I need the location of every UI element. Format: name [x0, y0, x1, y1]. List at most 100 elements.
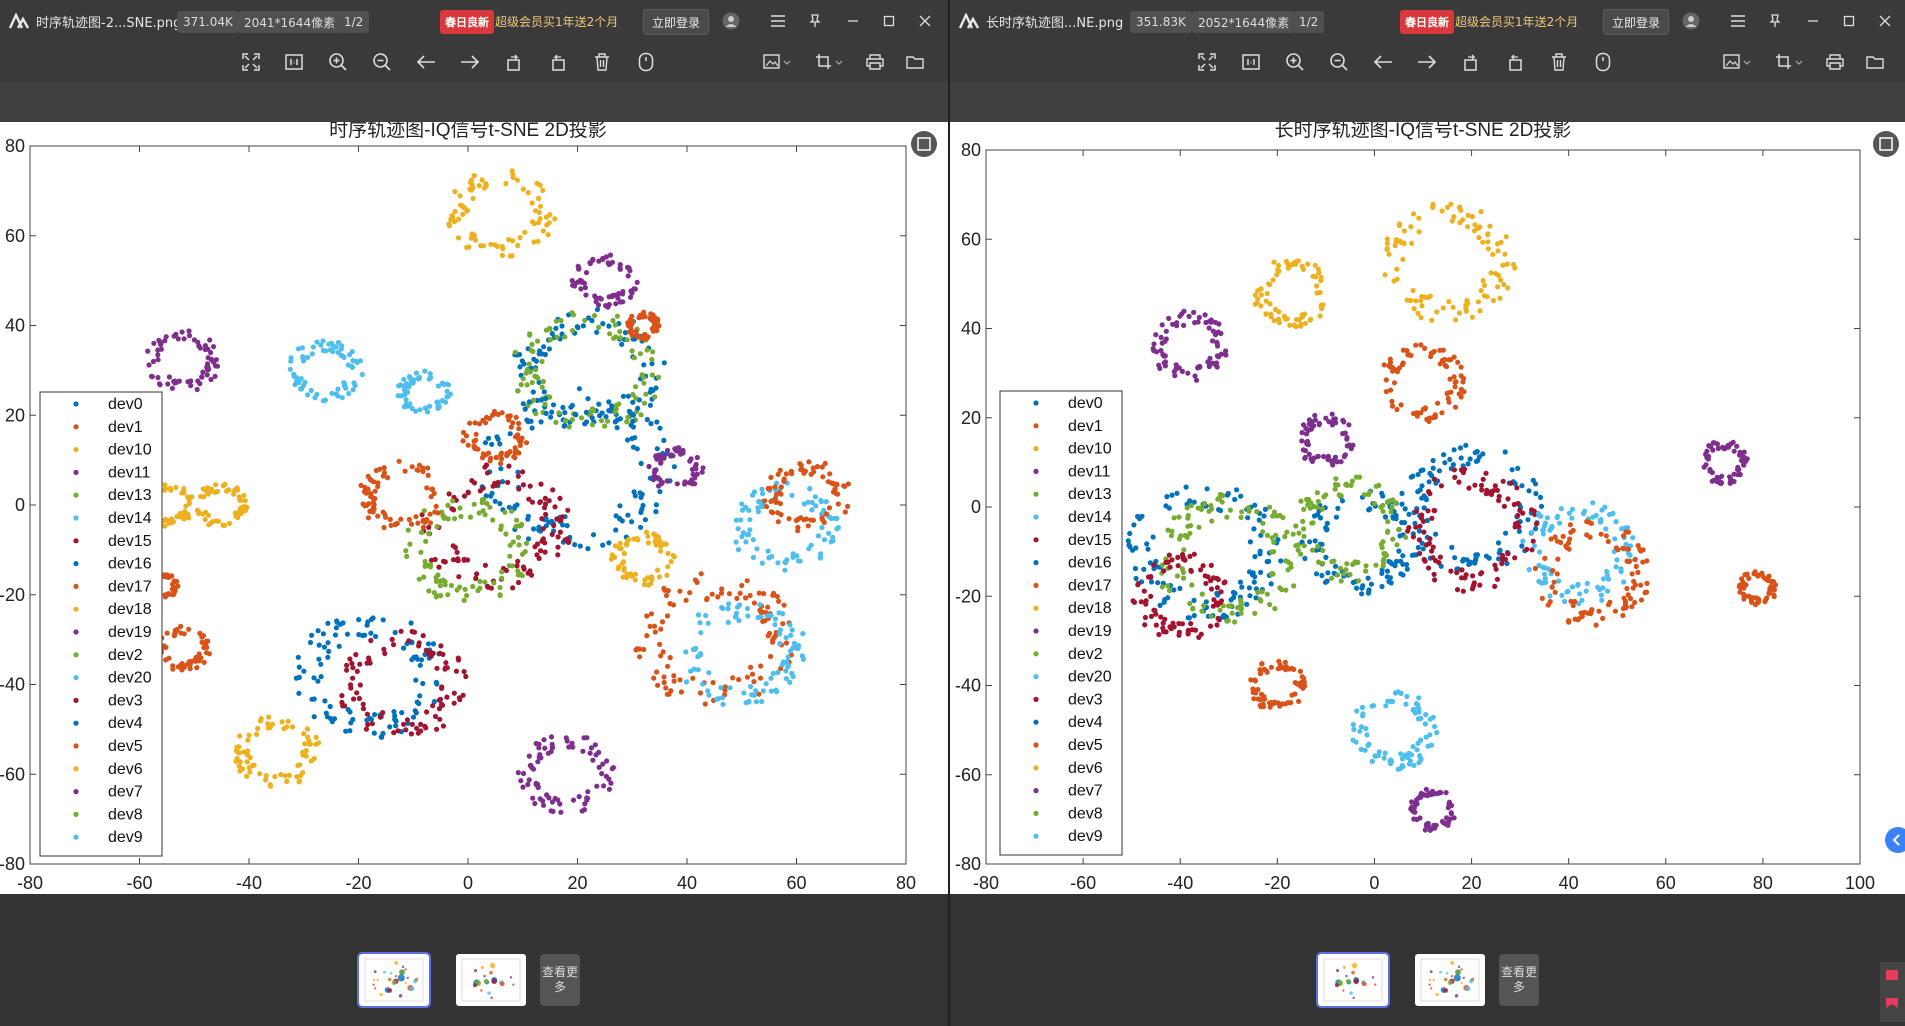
rotate-right-icon[interactable] [546, 50, 570, 74]
data-point [1320, 560, 1326, 566]
promo-link[interactable]: 超级会员买1年送2个月 [495, 14, 619, 29]
view-more-button[interactable]: 查看更多 [540, 954, 580, 1006]
pin-icon[interactable] [802, 0, 828, 42]
zoom-out-icon[interactable] [1327, 50, 1351, 74]
thumbnail-next[interactable] [1415, 954, 1485, 1006]
edit-image-icon[interactable] [1720, 50, 1754, 74]
data-cluster [733, 480, 842, 573]
data-point [1423, 542, 1429, 548]
fullscreen-toggle-icon[interactable] [1873, 131, 1899, 157]
side-expand-button[interactable] [1885, 827, 1905, 853]
minimize-icon[interactable] [1800, 0, 1826, 42]
data-point [1214, 585, 1220, 591]
data-point [464, 208, 470, 214]
thumbnail-next[interactable] [456, 954, 526, 1006]
data-point [1301, 506, 1307, 512]
data-point [1142, 614, 1148, 621]
side-tray[interactable] [1880, 962, 1905, 1022]
delete-icon[interactable] [1547, 50, 1571, 74]
menu-icon[interactable] [1725, 0, 1751, 42]
rotate-right-icon[interactable] [1503, 50, 1527, 74]
actual-size-icon[interactable] [1239, 50, 1263, 74]
y-tick-label: -80 [955, 854, 981, 874]
print-icon[interactable] [1823, 50, 1847, 74]
data-point [1403, 701, 1409, 707]
data-point [145, 348, 151, 354]
legend-entry: dev19 [108, 624, 152, 641]
promo-link[interactable]: 超级会员买1年送2个月 [1455, 14, 1579, 29]
x-tick-label: -40 [236, 873, 262, 893]
chevron-left-icon [1892, 834, 1900, 846]
data-point [1255, 686, 1261, 693]
close-icon[interactable] [912, 0, 938, 42]
rotate-left-icon[interactable] [1459, 50, 1483, 74]
crop-icon[interactable] [1772, 50, 1806, 74]
previous-icon[interactable] [1371, 50, 1395, 74]
split-divider[interactable] [948, 0, 950, 1026]
thumbnail-current[interactable] [357, 952, 431, 1008]
fit-screen-icon[interactable] [1195, 50, 1219, 74]
print-icon[interactable] [863, 50, 887, 74]
promo-badge[interactable]: 春日良新 [440, 10, 494, 34]
legend-marker [73, 492, 79, 498]
data-point [263, 773, 269, 779]
data-point [1529, 507, 1535, 513]
zoom-in-icon[interactable] [1283, 50, 1307, 74]
thumbnail-mark [401, 965, 405, 969]
image-canvas[interactable]: 时序轨迹图-IQ信号t-SNE 2D投影 -80 -60 -40 -20 0 20 40 60 8… [0, 122, 948, 894]
folder-icon[interactable] [903, 50, 927, 74]
maximize-icon[interactable] [876, 0, 902, 42]
rotate-left-icon[interactable] [502, 50, 526, 74]
view-more-button[interactable]: 查看更多 [1499, 954, 1539, 1006]
folder-icon[interactable] [1863, 50, 1887, 74]
data-point [1414, 413, 1420, 419]
info-icon[interactable] [634, 50, 658, 74]
crop-icon[interactable] [812, 50, 846, 74]
promo-badge[interactable]: 春日良新 [1400, 10, 1454, 34]
data-point [421, 574, 427, 580]
minimize-icon[interactable] [840, 0, 866, 42]
data-point [1300, 422, 1307, 428]
previous-icon[interactable] [414, 50, 438, 74]
fullscreen-toggle-icon[interactable] [911, 131, 937, 157]
maximize-icon[interactable] [1836, 0, 1862, 42]
image-canvas[interactable]: 长时序轨迹图-IQ信号t-SNE 2D投影 -80 -60 -40 -20 0 20 40 60… [950, 122, 1905, 894]
close-icon[interactable] [1872, 0, 1898, 42]
next-icon[interactable] [458, 50, 482, 74]
legend: dev0dev1dev10dev11dev13dev14dev15dev16de… [999, 390, 1123, 856]
data-point [150, 358, 156, 365]
data-point [300, 770, 306, 776]
data-point [657, 425, 663, 431]
data-cluster [625, 309, 662, 342]
delete-icon[interactable] [590, 50, 614, 74]
login-button[interactable]: 立即登录 [643, 9, 710, 35]
data-point [428, 494, 434, 500]
thumbnail-mark [394, 960, 399, 965]
login-button[interactable]: 立即登录 [1603, 9, 1670, 35]
data-point [1502, 449, 1508, 455]
thumbnail-current[interactable] [1316, 952, 1390, 1008]
data-point [413, 514, 419, 520]
data-point [1741, 449, 1747, 455]
user-avatar-icon[interactable] [718, 0, 744, 42]
fit-screen-icon[interactable] [239, 50, 263, 74]
data-point [1187, 553, 1193, 559]
data-point [1458, 207, 1464, 213]
data-point [1301, 543, 1307, 549]
menu-icon[interactable] [765, 0, 791, 42]
data-point [528, 418, 534, 424]
data-point [1314, 504, 1320, 510]
data-point [426, 588, 432, 594]
info-icon[interactable] [1591, 50, 1615, 74]
edit-image-icon[interactable] [760, 50, 794, 74]
data-point [1162, 616, 1168, 622]
actual-size-icon[interactable] [282, 50, 306, 74]
data-point [1216, 321, 1222, 327]
user-avatar-icon[interactable] [1678, 0, 1704, 42]
zoom-in-icon[interactable] [326, 50, 350, 74]
data-point [1144, 541, 1150, 547]
next-icon[interactable] [1415, 50, 1439, 74]
data-point [541, 389, 547, 395]
zoom-out-icon[interactable] [370, 50, 394, 74]
pin-icon[interactable] [1762, 0, 1788, 42]
